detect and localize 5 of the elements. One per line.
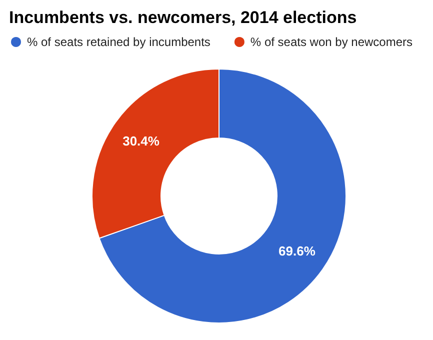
legend-label: % of seats won by newcomers bbox=[250, 35, 413, 49]
data-label: 69.6% bbox=[278, 244, 316, 259]
data-label: 30.4% bbox=[122, 133, 160, 148]
chart-title: Incumbents vs. newcomers, 2014 elections bbox=[9, 8, 357, 27]
legend-label: % of seats retained by incumbents bbox=[27, 35, 210, 49]
